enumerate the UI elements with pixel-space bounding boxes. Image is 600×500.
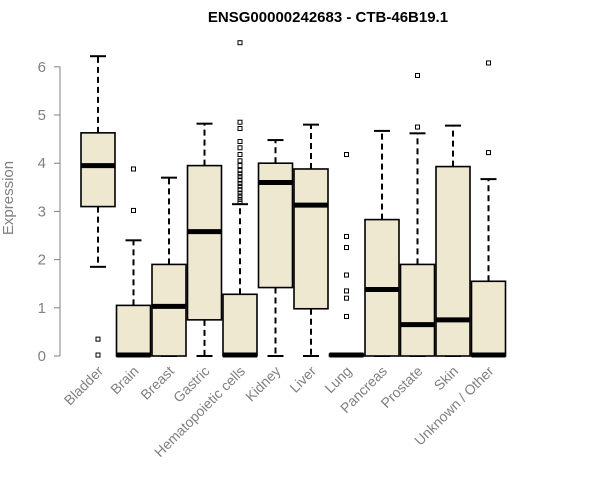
category-label-6: Liver (286, 363, 319, 396)
outlier-point (95, 336, 101, 342)
outlier-point (131, 166, 136, 172)
box-body (80, 132, 116, 208)
outlier-point (237, 171, 243, 177)
outlier-point (237, 199, 243, 205)
outlier-point (237, 190, 243, 196)
box-body (293, 168, 329, 310)
box-9 (399, 72, 436, 357)
outlier-point (486, 60, 491, 66)
category-label-0: Bladder (61, 363, 107, 409)
outlier-point (237, 40, 243, 46)
outlier-point (237, 167, 243, 173)
box-5 (257, 139, 294, 357)
box-2 (151, 176, 187, 357)
outlier-point (131, 207, 136, 213)
outlier-point (237, 125, 243, 131)
outlier-point (344, 313, 349, 319)
y-axis-label: Expression (0, 161, 17, 235)
outlier-point (237, 180, 243, 186)
outlier-point (237, 139, 243, 145)
y-tick-label-0: 0 (38, 348, 46, 365)
box-3 (186, 122, 223, 357)
box-body (435, 165, 471, 357)
box-7 (328, 152, 365, 358)
box-4 (222, 40, 258, 358)
outlier-point (237, 177, 243, 183)
outlier-point (237, 187, 243, 193)
outlier-point (237, 119, 243, 125)
outlier-point (237, 193, 243, 199)
outlier-point (344, 245, 349, 251)
box-1 (115, 166, 152, 358)
boxes-layer (80, 40, 507, 358)
y-tick-label-4: 4 (38, 155, 46, 172)
chart-title: ENSG00000242683 - CTB-46B19.1 (208, 9, 448, 26)
category-label-10: Skin (431, 363, 462, 394)
outlier-point (415, 124, 420, 130)
outlier-point (344, 288, 349, 294)
outlier-point (486, 150, 491, 156)
box-body (399, 263, 436, 357)
box-body (470, 280, 507, 357)
y-tick-label-3: 3 (38, 203, 46, 220)
outlier-point (344, 295, 349, 301)
outlier-point (237, 158, 243, 164)
category-label-5: Kidney (242, 363, 284, 405)
box-0 (80, 55, 116, 358)
box-10 (435, 124, 471, 357)
outlier-point (237, 174, 243, 180)
box-11 (470, 60, 507, 358)
y-tick-label-1: 1 (38, 300, 46, 317)
outlier-point (237, 163, 243, 169)
outlier-point (237, 152, 243, 158)
y-tick-label-6: 6 (38, 59, 46, 76)
outlier-point (344, 272, 349, 278)
y-axis-ticks: 0 1 2 3 4 5 6 (38, 59, 60, 365)
box-body (115, 304, 152, 357)
box-6 (293, 123, 329, 357)
box-body (151, 263, 187, 357)
outlier-point (344, 233, 349, 239)
y-tick-label-2: 2 (38, 252, 46, 269)
outlier-point (237, 145, 243, 151)
outlier-point (95, 352, 101, 358)
outlier-point (237, 183, 243, 189)
outlier-point (415, 72, 420, 78)
box-body (222, 293, 258, 357)
box-8 (364, 129, 400, 357)
y-tick-label-5: 5 (38, 107, 46, 124)
outlier-point (344, 152, 349, 158)
box-body (186, 164, 223, 321)
